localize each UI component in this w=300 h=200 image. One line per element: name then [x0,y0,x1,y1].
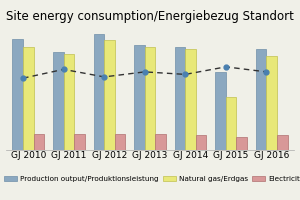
Bar [74,134,85,150]
Bar [145,47,155,150]
Bar [53,52,64,150]
Bar [155,134,166,150]
Bar [104,40,115,150]
Bar [236,137,247,150]
Bar [34,134,44,150]
Bar [94,34,104,150]
Bar [215,72,226,150]
Bar [277,135,287,150]
Bar [256,49,266,150]
Bar [196,135,206,150]
Bar [115,134,125,150]
Bar [226,97,236,150]
Bar [13,39,23,150]
Bar [23,47,34,150]
Bar [64,54,74,150]
Bar [185,49,196,150]
Legend: Production output/Produktionsleistung, Natural gas/Erdgas, Electricity/Elt., : Production output/Produktionsleistung, N… [4,176,300,182]
Bar [175,47,185,150]
Title: Site energy consumption/Energiebezug Standort: Site energy consumption/Energiebezug Sta… [6,10,294,23]
Bar [134,45,145,150]
Bar [266,55,277,150]
